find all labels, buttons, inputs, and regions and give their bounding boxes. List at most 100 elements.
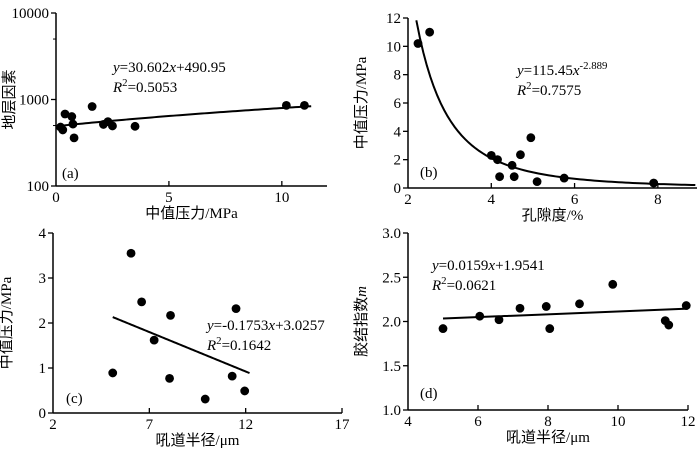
- r-squared-label: R2=0.7575: [516, 80, 581, 99]
- trend-line: [112, 316, 250, 375]
- data-point: [507, 160, 517, 170]
- x-tick-label: 4: [404, 414, 412, 430]
- x-tick-label: 8: [654, 192, 662, 208]
- y-tick-label: 12: [386, 11, 401, 27]
- data-point: [240, 386, 250, 396]
- panel-letter: (a): [62, 166, 79, 182]
- x-tick-label: 4: [488, 192, 496, 208]
- equation-label: y=115.45x-2.889: [515, 60, 607, 79]
- y-axis-title: 中值压力/MPa: [353, 56, 370, 149]
- x-tick-label: 2: [404, 192, 412, 208]
- data-point: [137, 297, 147, 307]
- data-point: [69, 133, 79, 143]
- y-axis-title: 胶结指数m: [353, 286, 370, 357]
- y-tick-label: 1000: [19, 93, 49, 109]
- x-tick-label: 6: [474, 414, 482, 430]
- y-tick-label: 100: [27, 179, 50, 195]
- data-point: [526, 133, 536, 143]
- r-squared-label: R2=0.0621: [431, 275, 496, 294]
- y-tick-label: 1.0: [382, 403, 401, 419]
- y-axis-title: 中值压力/MPa: [0, 276, 15, 369]
- y-tick-label: 0: [394, 181, 402, 197]
- data-point: [231, 304, 241, 313]
- data-point: [67, 112, 77, 121]
- r-squared-label: R2=0.1642: [206, 335, 271, 354]
- y-tick-label: 3.0: [382, 226, 401, 242]
- data-point: [608, 279, 618, 289]
- y-tick-label: 0: [39, 406, 47, 422]
- panel-letter: (b): [420, 165, 438, 181]
- data-point: [575, 299, 584, 309]
- equation-label: y=0.0159x+1.9541: [430, 258, 545, 274]
- data-point: [559, 173, 569, 183]
- x-tick-label: 2: [49, 417, 57, 433]
- panel-d: 4 6 8 10 12 1.0 1.5 2.0 2.5 3.0 y=0.0159x+1.9541R2…: [353, 226, 696, 446]
- y-tick-label: 10000: [12, 6, 50, 22]
- x-tick-label: 5: [165, 190, 173, 206]
- trend-curve: [415, 20, 696, 187]
- data-point: [541, 302, 551, 311]
- data-point: [545, 324, 555, 333]
- equation-label: y=-0.1753x+3.0257: [205, 318, 325, 334]
- y-tick-label: 2.0: [382, 315, 401, 331]
- data-point: [425, 27, 435, 37]
- data-point: [413, 39, 423, 48]
- y-tick-label: 6: [394, 96, 402, 112]
- panel-a: 0 5 10 100 1000 10000 y=30.602x+490.95R2=0.505…: [1, 6, 327, 222]
- data-point: [532, 177, 542, 187]
- data-point: [200, 394, 210, 404]
- x-axis-title: 吼道半径/μm: [506, 429, 590, 446]
- data-point: [300, 100, 309, 110]
- data-point: [438, 324, 448, 333]
- data-point: [516, 150, 525, 160]
- y-tick-label: 1.5: [382, 359, 401, 375]
- x-axis-title: 中值压力/MPa: [145, 205, 238, 222]
- y-tick-label: 3: [39, 271, 47, 287]
- data-point: [509, 172, 519, 182]
- panel-b: 2 4 6 8024681012y=115.45x-2.889R2=0.7575(b)…: [353, 11, 697, 224]
- y-tick-label: 8: [394, 68, 402, 84]
- y-axis-title: 地层因素: [1, 69, 18, 129]
- panel-letter: (c): [66, 391, 83, 407]
- data-point: [475, 311, 485, 321]
- y-tick-label: 1: [39, 361, 47, 377]
- y-tick-label: 4: [394, 124, 402, 140]
- data-point: [495, 172, 505, 182]
- r-squared-label: R2=0.5053: [112, 77, 177, 96]
- y-tick-label: 2: [394, 153, 402, 169]
- x-tick-label: 17: [335, 417, 351, 433]
- data-point: [126, 248, 136, 258]
- x-axis-title: 孔隙度/%: [522, 207, 584, 224]
- data-point: [68, 119, 78, 129]
- x-tick-label: 0: [52, 190, 60, 206]
- x-tick-label: 7: [146, 417, 154, 433]
- y-tick-label: 2.5: [382, 270, 401, 286]
- data-point: [108, 368, 118, 378]
- x-tick-label: 10: [274, 190, 289, 206]
- y-tick-label: 2: [39, 316, 47, 332]
- data-point: [130, 121, 140, 131]
- data-point: [493, 155, 502, 165]
- equation-label: y=30.602x+490.95: [111, 60, 226, 76]
- data-point: [108, 121, 117, 131]
- x-axis-title: 吼道半径/μm: [156, 432, 240, 449]
- trend-line: [60, 105, 312, 127]
- data-point: [60, 109, 70, 119]
- data-point: [166, 310, 175, 320]
- x-tick-label: 10: [611, 414, 626, 430]
- data-point: [165, 373, 174, 383]
- panel-letter: (d): [420, 386, 438, 402]
- x-tick-label: 12: [681, 414, 696, 430]
- data-point: [149, 335, 159, 345]
- data-point: [87, 102, 97, 111]
- data-point: [227, 371, 237, 381]
- data-point: [681, 301, 691, 310]
- data-point: [281, 100, 291, 110]
- x-tick-label: 6: [571, 192, 579, 208]
- x-tick-label: 12: [238, 417, 253, 433]
- data-point: [486, 151, 496, 160]
- data-point: [515, 303, 525, 313]
- data-point: [494, 315, 504, 325]
